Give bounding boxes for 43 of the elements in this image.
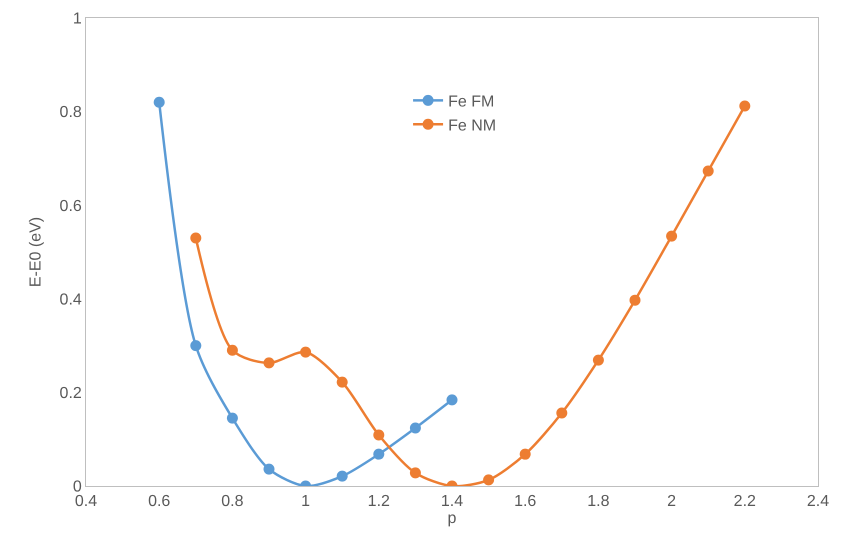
legend-label: Fe FM — [448, 94, 494, 111]
point — [300, 346, 312, 358]
point — [336, 470, 348, 482]
point — [739, 100, 750, 112]
point — [630, 294, 640, 306]
x-tick-label: 0.6 — [148, 493, 170, 510]
x-tick-label: 0.8 — [221, 493, 244, 510]
point — [410, 422, 421, 434]
x-tick-label: 2.2 — [734, 493, 756, 510]
legend-label: Fe NM — [448, 117, 496, 134]
y-axis-title: E-E0 (eV) — [27, 216, 44, 288]
point — [520, 448, 531, 460]
point — [226, 344, 238, 356]
point — [154, 96, 165, 108]
x-tick-label: 1.4 — [440, 493, 464, 510]
point — [556, 407, 568, 418]
point — [373, 448, 384, 460]
x-axis-title: p — [448, 510, 457, 528]
point — [226, 412, 238, 424]
x-tick-label: 1.2 — [368, 493, 390, 510]
point — [264, 357, 274, 368]
x-tick-label: 1.8 — [587, 493, 610, 510]
point — [336, 376, 348, 388]
point — [410, 467, 421, 478]
point — [483, 474, 494, 486]
point — [446, 394, 458, 406]
point — [190, 232, 202, 244]
point — [373, 429, 384, 440]
y-tick-label: 0.6 — [60, 198, 82, 215]
point — [702, 166, 714, 177]
x-tick-label: 1 — [301, 493, 310, 510]
x-tick-label: 1.6 — [514, 493, 536, 510]
y-tick-label: 0.2 — [60, 385, 82, 402]
point — [190, 340, 202, 352]
y-tick-label: 1 — [72, 10, 82, 28]
y-tick-label: 0 — [72, 478, 82, 496]
point — [592, 354, 604, 366]
x-tick-label: 2.4 — [806, 493, 830, 510]
point — [666, 230, 678, 242]
point — [264, 464, 274, 475]
y-tick-label: 0.8 — [60, 104, 82, 122]
x-tick-label: 2 — [667, 493, 676, 510]
y-tick-label: 0.4 — [60, 291, 82, 308]
